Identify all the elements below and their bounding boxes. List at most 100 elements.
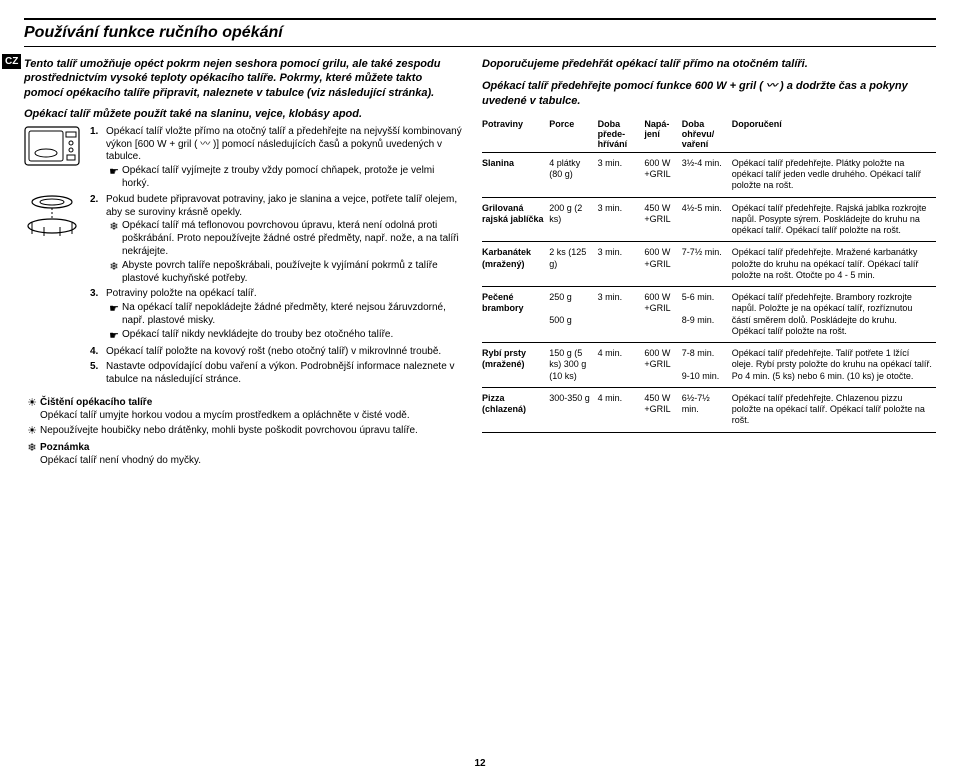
cell-portion: 2 ks (125 g) <box>549 242 597 287</box>
cleaning-block: ☀ Čištění opékacího talíře Opékací talíř… <box>24 396 464 466</box>
cell-rec: Opékací talíř předehřejte. Rajská jablka… <box>732 197 936 242</box>
cell-preheat: 3 min. <box>598 197 645 242</box>
cell-portion: 250 g 500 g <box>549 287 597 343</box>
cell-rec: Opékací talíř předehřejte. Talíř potřete… <box>732 343 936 388</box>
content-columns: Tento talíř umožňuje opéct pokrm nejen s… <box>24 57 936 469</box>
cell-cook: 3½-4 min. <box>682 152 732 197</box>
cell-preheat: 4 min. <box>598 343 645 388</box>
step-number: 4. <box>90 346 106 359</box>
header-bar: Používání funkce ručního opékání <box>24 18 936 47</box>
cell-preheat: 3 min. <box>598 287 645 343</box>
step5-text: Nastavte odpovídající dobu vaření a výko… <box>106 361 455 385</box>
snowflake-icon: ❄ <box>24 441 40 467</box>
hand-icon: ☛ <box>106 165 122 191</box>
cell-food: Slanina <box>482 152 549 197</box>
table-body: Slanina4 plátky (80 g)3 min.600 W +GRIL3… <box>482 152 936 432</box>
table-row: Slanina4 plátky (80 g)3 min.600 W +GRIL3… <box>482 152 936 197</box>
cell-rec: Opékací talíř předehřejte. Mražené karba… <box>732 242 936 287</box>
step-number: 2. <box>90 194 106 287</box>
note-label: Poznámka <box>40 442 89 453</box>
cell-food: Karbanátek (mražený) <box>482 242 549 287</box>
cell-preheat: 4 min. <box>598 387 645 432</box>
microwave-icon <box>24 126 80 166</box>
cell-food: Rybí prsty (mražené) <box>482 343 549 388</box>
cell-power: 600 W +GRIL <box>644 287 681 343</box>
snowflake-icon: ❄ <box>106 220 122 258</box>
th-portion: Porce <box>549 116 597 153</box>
page-title: Používání funkce ručního opékání <box>24 24 283 41</box>
cell-preheat: 3 min. <box>598 152 645 197</box>
hand-icon: ☛ <box>106 302 122 328</box>
cell-portion: 4 plátky (80 g) <box>549 152 597 197</box>
cell-power: 600 W +GRIL <box>644 343 681 388</box>
step1-text: Opékací talíř vložte přímo na otočný tal… <box>106 126 462 163</box>
snowflake-icon: ❄ <box>106 260 122 286</box>
step5: 5. Nastavte odpovídající dobu vaření a v… <box>90 361 464 387</box>
th-food: Potraviny <box>482 116 549 153</box>
right-column: Doporučujeme předehřát opékací talíř pří… <box>482 57 936 469</box>
instruction-list: 1. Opékací talíř vložte přímo na otočný … <box>90 126 464 388</box>
cell-cook: 7-7½ min. <box>682 242 732 287</box>
plate-rack-icon <box>24 192 80 238</box>
step1-sub: Opékací talíř vyjímejte z trouby vždy po… <box>122 165 464 191</box>
cell-rec: Opékací talíř předehřejte. Chlazenou piz… <box>732 387 936 432</box>
cell-power: 600 W +GRIL <box>644 152 681 197</box>
rec-heading-1: Doporučujeme předehřát opékací talíř pří… <box>482 57 936 71</box>
cell-power: 450 W +GRIL <box>644 197 681 242</box>
intro-text: Tento talíř umožňuje opéct pokrm nejen s… <box>24 57 464 100</box>
cell-food: Pizza (chlazená) <box>482 387 549 432</box>
cleaning-line1: Opékací talíř umyjte horkou vodou a mycí… <box>40 410 410 421</box>
bullet-icon: ☀ <box>24 424 40 438</box>
table-header-row: Potraviny Porce Doba přede-hřívání Napá-… <box>482 116 936 153</box>
step3: 3. Potraviny položte na opékací talíř. ☛… <box>90 288 464 343</box>
table-row: Rybí prsty (mražené)150 g (5 ks) 300 g (… <box>482 343 936 388</box>
cleaning-line2: Nepoužívejte houbičky nebo drátěnky, moh… <box>40 424 464 438</box>
step1: 1. Opékací talíř vložte přímo na otočný … <box>90 126 464 192</box>
illustration-column <box>24 126 82 388</box>
step3-suba: Na opékací talíř nepokládejte žádné před… <box>122 302 464 328</box>
bullet-icon: ☀ <box>24 396 40 422</box>
th-rec: Doporučení <box>732 116 936 153</box>
th-preheat: Doba přede-hřívání <box>598 116 645 153</box>
cell-power: 450 W +GRIL <box>644 387 681 432</box>
cell-rec: Opékací talíř předehřejte. Brambory rozk… <box>732 287 936 343</box>
cell-cook: 5-6 min. 8-9 min. <box>682 287 732 343</box>
page-number: 12 <box>474 758 485 769</box>
cell-cook: 6½-7½ min. <box>682 387 732 432</box>
step4: 4. Opékací talíř položte na kovový rošt … <box>90 346 464 359</box>
step4-text: Opékací talíř položte na kovový rošt (ne… <box>106 346 441 357</box>
table-row: Pečené brambory250 g 500 g3 min.600 W +G… <box>482 287 936 343</box>
cell-cook: 7-8 min. 9-10 min. <box>682 343 732 388</box>
left-column: Tento talíř umožňuje opéct pokrm nejen s… <box>24 57 464 469</box>
instructions-block: 1. Opékací talíř vložte přímo na otočný … <box>24 126 464 388</box>
step-number: 1. <box>90 126 106 192</box>
step2-text: Pokud budete připravovat potraviny, jako… <box>106 194 457 218</box>
step3-text: Potraviny položte na opékací talíř. <box>106 288 257 299</box>
cell-portion: 300-350 g <box>549 387 597 432</box>
language-badge: CZ <box>2 54 21 69</box>
cell-portion: 200 g (2 ks) <box>549 197 597 242</box>
th-cook: Doba ohřevu/ vaření <box>682 116 732 153</box>
step2-subb: Abyste povrch talíře nepoškrábali, použí… <box>122 260 464 286</box>
th-power: Napá-jení <box>644 116 681 153</box>
cell-power: 600 W +GRIL <box>644 242 681 287</box>
food-table: Potraviny Porce Doba přede-hřívání Napá-… <box>482 116 936 433</box>
step-number: 3. <box>90 288 106 343</box>
table-row: Grilovaná rajská jablíčka200 g (2 ks)3 m… <box>482 197 936 242</box>
cell-preheat: 3 min. <box>598 242 645 287</box>
step3-subb: Opékací talíř nikdy nevkládejte do troub… <box>122 329 464 343</box>
table-row: Pizza (chlazená)300-350 g4 min.450 W +GR… <box>482 387 936 432</box>
step2: 2. Pokud budete připravovat potraviny, j… <box>90 194 464 287</box>
cell-food: Grilovaná rajská jablíčka <box>482 197 549 242</box>
cleaning-title: Čištění opékacího talíře <box>40 397 152 408</box>
rec-heading-2: Opékací talíř předehřejte pomocí funkce … <box>482 79 936 108</box>
note-text: Opékací talíř není vhodný do myčky. <box>40 455 201 466</box>
sub-intro-text: Opékací talíř můžete použít také na slan… <box>24 108 464 120</box>
table-row: Karbanátek (mražený)2 ks (125 g)3 min.60… <box>482 242 936 287</box>
cell-portion: 150 g (5 ks) 300 g (10 ks) <box>549 343 597 388</box>
step2-suba: Opékací talíř má teflonovou povrchovou ú… <box>122 220 464 258</box>
cell-rec: Opékací talíř předehřejte. Plátky položt… <box>732 152 936 197</box>
hand-icon: ☛ <box>106 329 122 343</box>
cell-food: Pečené brambory <box>482 287 549 343</box>
cell-cook: 4½-5 min. <box>682 197 732 242</box>
